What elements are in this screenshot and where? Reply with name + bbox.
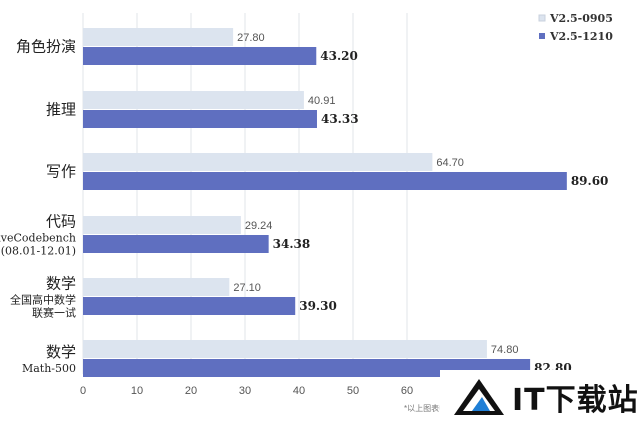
bar-value-label: 34.38	[273, 237, 311, 251]
bar-v25-1210	[83, 235, 269, 253]
category-sublabel: 联赛一试	[32, 306, 76, 320]
category-label: 推理	[46, 101, 76, 119]
bar-v25-1210	[83, 47, 317, 65]
legend-swatch	[539, 33, 545, 39]
x-tick-label: 60	[401, 385, 413, 397]
category-sublabel: 全国高中数学	[10, 293, 76, 307]
x-tick-label: 0	[80, 385, 86, 397]
category-label: 写作	[46, 163, 76, 181]
legend-entry: V2.5-0905	[549, 12, 613, 25]
category-sublabel: (08.01-12.01)	[1, 245, 76, 258]
bar-value-label: 40.91	[308, 95, 336, 107]
category-label: 数学	[46, 275, 76, 293]
legend-entry: V2.5-1210	[549, 30, 613, 43]
bar-value-label: 43.20	[320, 49, 358, 63]
x-tick-label: 50	[347, 385, 359, 397]
watermark: IT下载站	[440, 370, 640, 423]
bar-value-label: 39.30	[299, 299, 337, 313]
triangle-logo-icon	[454, 378, 504, 415]
footnote: *以上图表中	[404, 403, 447, 413]
bar-v25-1210	[83, 359, 531, 377]
bar-v25-0905	[83, 91, 304, 109]
bar-value-label: 43.33	[321, 112, 359, 126]
category-labels: 角色扮演推理写作代码LiveCodebench(08.01-12.01)数学全国…	[0, 38, 76, 376]
x-tick-label: 20	[185, 385, 197, 397]
bar-v25-0905	[83, 340, 487, 358]
x-axis-ticks: 0 10 20 30 40 50 60	[80, 385, 413, 397]
watermark-text: IT下载站	[512, 382, 639, 418]
grid-lines	[82, 13, 632, 375]
bar-v25-0905	[83, 28, 234, 46]
bar-v25-0905	[83, 278, 230, 296]
bar-value-label: 29.24	[245, 220, 273, 232]
bar-value-label: 74.80	[491, 344, 519, 356]
bar-value-label: 89.60	[571, 174, 609, 188]
category-sublabel: LiveCodebench	[0, 232, 76, 245]
x-tick-label: 30	[239, 385, 251, 397]
x-tick-label: 40	[293, 385, 305, 397]
bar-value-label: 64.70	[436, 157, 464, 169]
bar-v25-0905	[83, 216, 241, 234]
bar-v25-1210	[83, 297, 296, 315]
bar-v25-1210	[83, 172, 567, 190]
category-sublabel: Math-500	[22, 362, 76, 375]
category-label: 代码	[46, 213, 76, 231]
bars: 27.80 43.20 40.91 43.33 64.70 89.60 29.2434.38…	[83, 28, 608, 377]
category-label: 数学	[46, 343, 76, 361]
bar-value-label: 27.10	[233, 282, 261, 294]
bar-v25-1210	[83, 110, 317, 128]
legend: V2.5-0905 V2.5-1210	[538, 12, 613, 43]
x-tick-label: 10	[131, 385, 143, 397]
bar-v25-0905	[83, 153, 433, 171]
bar-value-label: 27.80	[237, 32, 265, 44]
legend-swatch	[538, 14, 546, 22]
category-label: 角色扮演	[16, 38, 76, 56]
